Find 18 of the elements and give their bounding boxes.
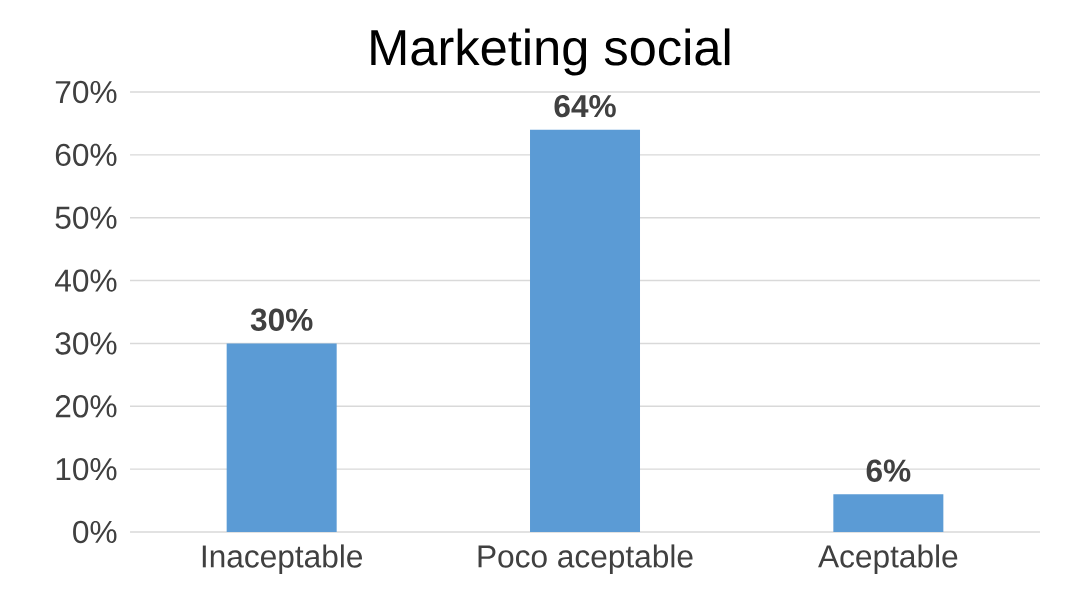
y-tick-label: 60% [55,143,117,167]
bar [530,129,641,532]
data-label: 6% [866,459,911,482]
data-label: 64% [554,94,616,118]
y-tick-label: 10% [56,457,117,481]
x-tick-label: Inaceptable [202,544,363,574]
y-tick-label: 20% [55,395,117,418]
bar [833,494,944,532]
y-tick-label: 40% [55,269,117,292]
y-tick-label: 50% [55,206,117,229]
data-label: 30% [250,308,313,331]
y-tick-label: 30% [55,332,117,355]
y-tick-label: 70% [55,80,117,104]
y-tick-label: 0% [73,520,117,544]
bar [226,343,337,532]
x-tick-label: Poco aceptable [478,544,693,574]
chart-title: Marketing social [371,28,730,76]
x-tick-label: Aceptable [818,544,958,574]
